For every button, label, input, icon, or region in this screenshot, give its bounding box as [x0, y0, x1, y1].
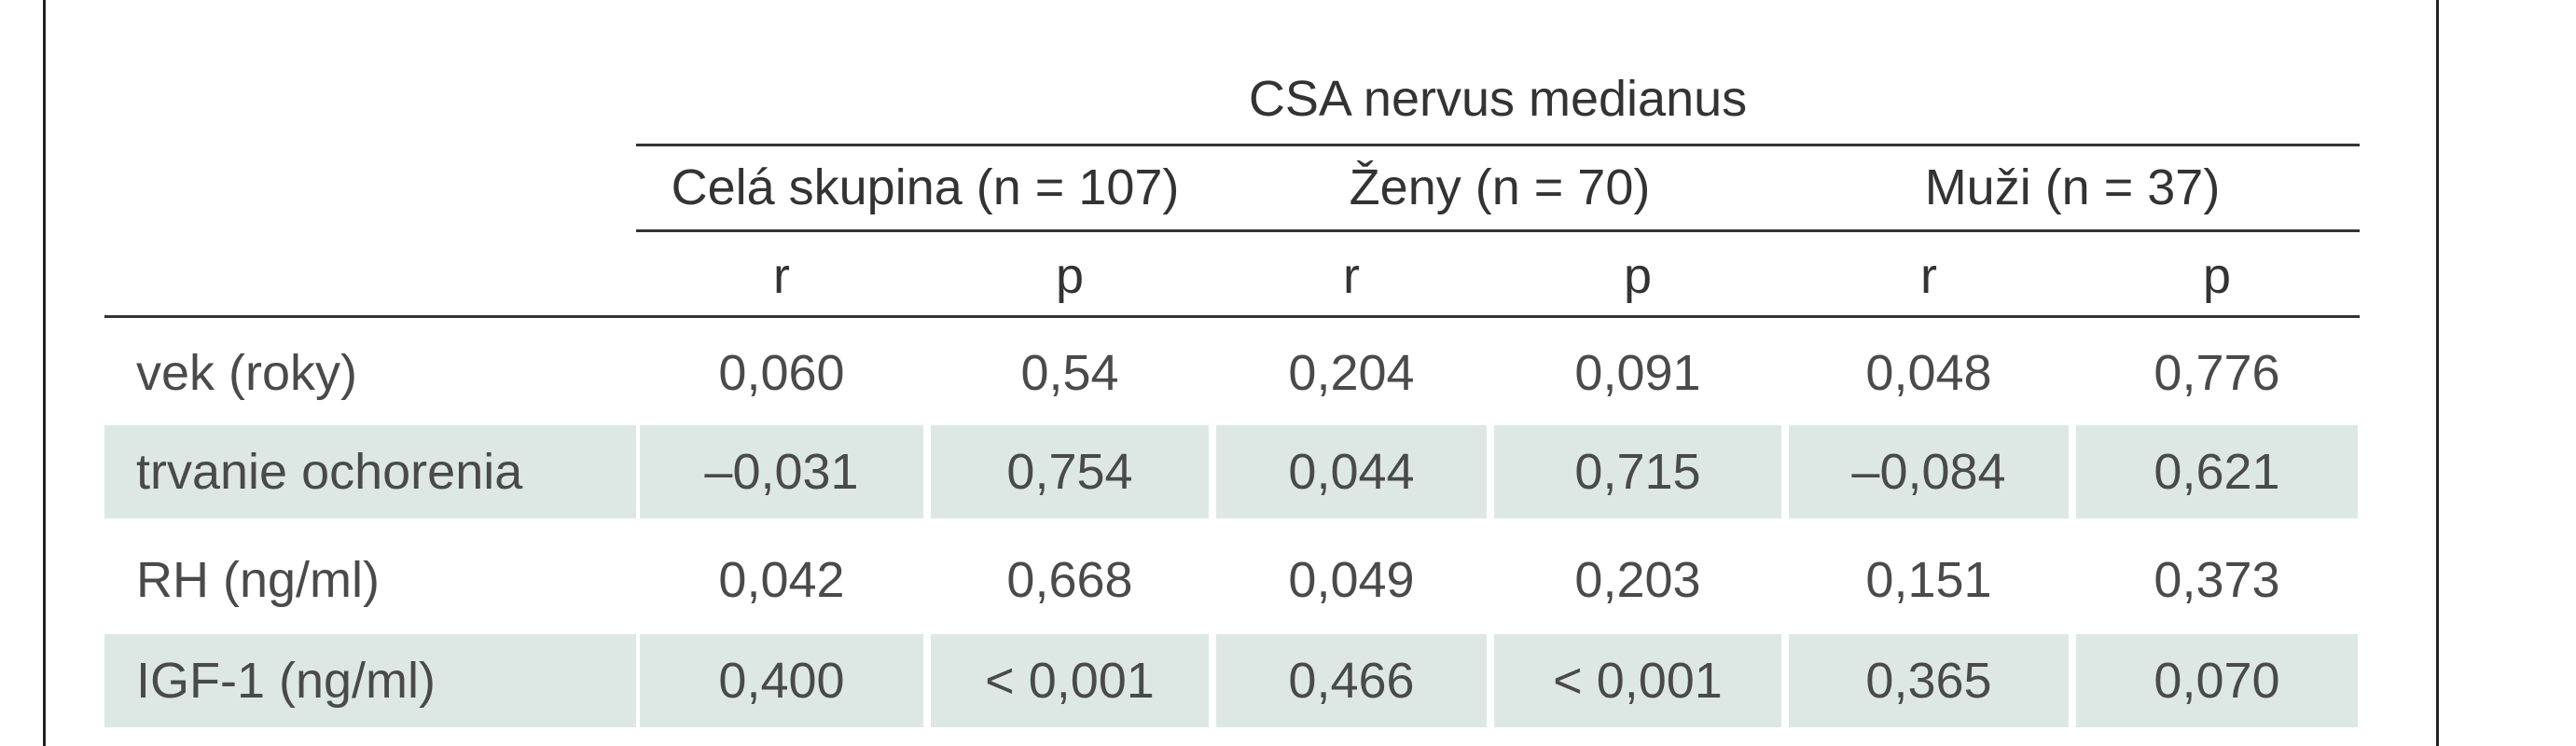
subheader-p-men: p — [2202, 248, 2232, 304]
table-row: RH (ng/ml) 0,042 0,668 0,049 0,203 0,151… — [0, 533, 2576, 630]
table-cell: 0,365 — [1789, 634, 2069, 727]
group-rule — [636, 229, 2360, 232]
table-cell: 0,466 — [1216, 634, 1487, 727]
table-title: CSA nervus medianus — [1248, 71, 1748, 127]
table-cell: 0,621 — [2076, 425, 2358, 518]
table-cell: –0,031 — [640, 425, 923, 518]
title-rule — [636, 144, 2360, 146]
frame-left-border — [43, 0, 46, 746]
group-header-men: Muži (n = 37) — [1924, 159, 2221, 215]
table-cell: 0,044 — [1216, 425, 1487, 518]
table-row: trvanie ochorenia –0,031 0,754 0,044 0,7… — [0, 425, 2576, 522]
subheader-r-all: r — [773, 248, 790, 304]
table-cell: 0,754 — [931, 425, 1209, 518]
table-cell: 0,54 — [1020, 345, 1119, 401]
table-cell: 0,091 — [1574, 345, 1701, 401]
group-header-women: Ženy (n = 70) — [1349, 159, 1651, 215]
table-cell: 0,715 — [1494, 425, 1781, 518]
table-cell: –0,084 — [1789, 425, 2069, 518]
frame-right-border — [2436, 0, 2439, 746]
row-label: vek (roky) — [136, 345, 358, 401]
row-label: IGF-1 (ng/ml) — [104, 634, 636, 727]
table-cell: 0,776 — [2154, 345, 2280, 401]
table-cell: 0,048 — [1865, 345, 1992, 401]
table-cell: 0,203 — [1574, 552, 1701, 608]
subheader-p-all: p — [1055, 248, 1085, 304]
table-row: IGF-1 (ng/ml) 0,400 < 0,001 0,466 < 0,00… — [0, 634, 2576, 731]
table-cell: < 0,001 — [931, 634, 1209, 727]
table-cell: 0,049 — [1288, 552, 1415, 608]
table-cell: < 0,001 — [1494, 634, 1781, 727]
group-header-all: Celá skupina (n = 107) — [671, 159, 1180, 215]
table-cell: 0,060 — [718, 345, 845, 401]
subheader-p-women: p — [1623, 248, 1653, 304]
row-label: trvanie ochorenia — [104, 425, 636, 518]
table-cell: 0,204 — [1288, 345, 1415, 401]
subheader-r-women: r — [1343, 248, 1360, 304]
table-cell: 0,151 — [1865, 552, 1992, 608]
row-label: RH (ng/ml) — [136, 552, 381, 608]
table-cell: 0,042 — [718, 552, 845, 608]
table-row: vek (roky) 0,060 0,54 0,204 0,091 0,048 … — [0, 326, 2576, 423]
table-cell: 0,373 — [2154, 552, 2280, 608]
table-cell: 0,400 — [640, 634, 923, 727]
header-rule — [104, 315, 2360, 318]
table-cell: 0,668 — [1006, 552, 1133, 608]
subheader-r-men: r — [1920, 248, 1937, 304]
table-cell: 0,070 — [2076, 634, 2358, 727]
